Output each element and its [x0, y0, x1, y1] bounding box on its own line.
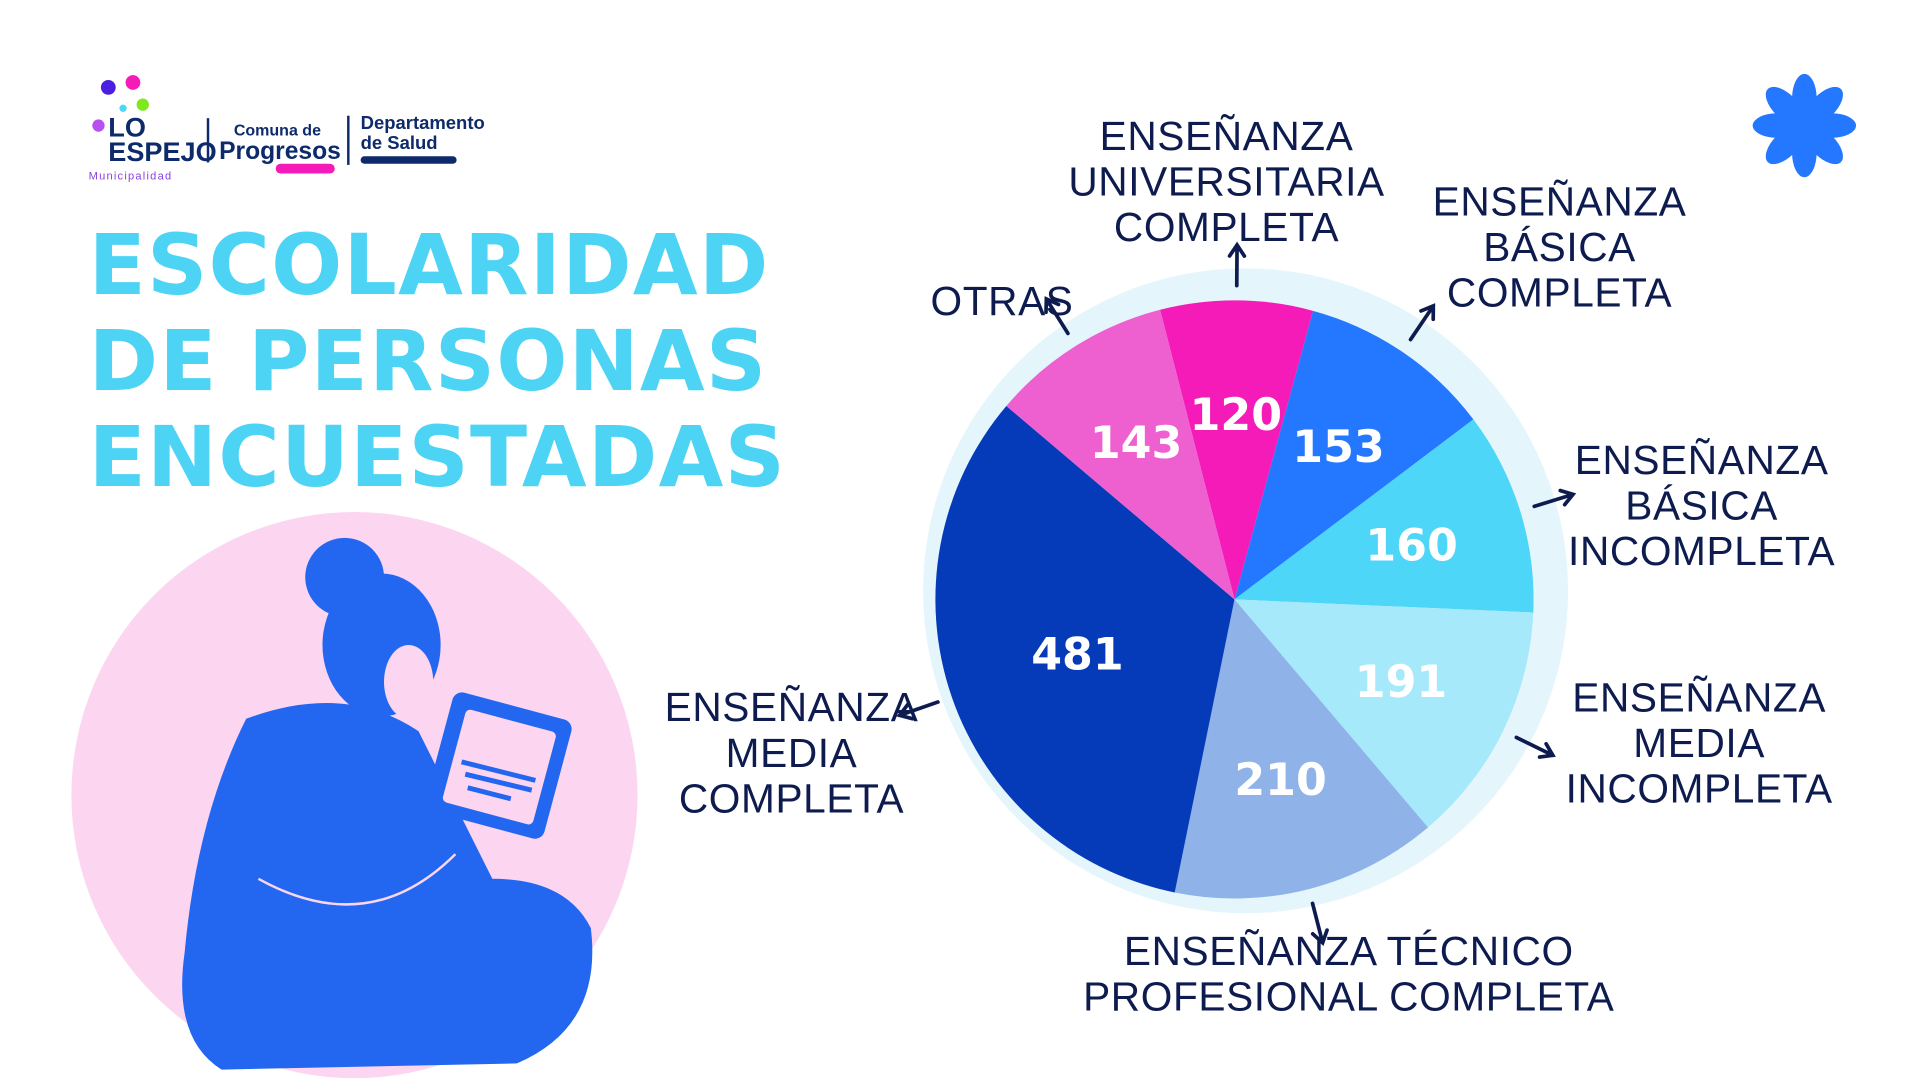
- slice-value-label: 160: [1365, 520, 1457, 571]
- logo-lo-espejo: LO ESPEJO Municipalidad: [81, 71, 217, 184]
- category-label: ENSEÑANZA UNIVERSITARIA COMPLETA: [1068, 113, 1385, 250]
- title-line: DE PERSONAS: [88, 313, 768, 412]
- arrow-icon: [1408, 303, 1436, 342]
- arrow-icon: [1044, 296, 1070, 336]
- municipality-sub: Municipalidad: [88, 169, 173, 183]
- pie-slice: [1174, 599, 1429, 899]
- category-label: ENSEÑANZA BÁSICA COMPLETA: [1432, 178, 1687, 316]
- slice-value-label: 153: [1292, 422, 1384, 473]
- pie-slice: [1006, 309, 1235, 600]
- slice-value-label: 191: [1355, 657, 1447, 708]
- category-label: ENSEÑANZA MEDIA INCOMPLETA: [1565, 674, 1833, 812]
- arrow-icon: [896, 700, 940, 721]
- slice-value-label: 143: [1090, 418, 1182, 469]
- title-line: ESCOLARIDAD: [88, 217, 770, 316]
- star-icon: [92, 119, 105, 132]
- arrow-icon: [1532, 488, 1577, 509]
- comuna-line1: Comuna de: [233, 120, 321, 140]
- category-label: OTRAS: [930, 278, 1074, 324]
- arrow-icon: [1310, 901, 1329, 946]
- category-label: ENSEÑANZA BÁSICA INCOMPLETA: [1568, 436, 1836, 574]
- divider: [347, 115, 350, 165]
- stars-icon: [100, 75, 149, 113]
- pie-slice: [1234, 419, 1534, 613]
- slice-value-label: 120: [1190, 390, 1282, 441]
- slice-value-label: 210: [1234, 755, 1326, 806]
- arrow-icon: [1227, 241, 1247, 288]
- dept-line2: de Salud: [360, 132, 438, 154]
- logo-comuna: Comuna de Progresos: [219, 121, 341, 174]
- chart-title: ESCOLARIDAD DE PERSONAS ENCUESTADAS: [88, 217, 787, 508]
- logo-departamento-salud: Departamento de Salud: [360, 113, 485, 164]
- pie-slice: [935, 405, 1235, 893]
- title-line: ENCUESTADAS: [88, 409, 787, 508]
- pie-slice: [1234, 310, 1474, 600]
- pie-slice: [1160, 300, 1314, 600]
- slice-value-label: 481: [1031, 630, 1123, 681]
- comuna-line2: Progresos: [219, 137, 341, 165]
- flower-decoration-icon: [1752, 73, 1857, 178]
- arrow-icon: [1514, 735, 1556, 759]
- category-label: ENSEÑANZA TÉCNICO PROFESIONAL COMPLETA: [1083, 928, 1615, 1020]
- woman-reading-tablet-illustration: [71, 512, 638, 1079]
- divider: [206, 118, 210, 163]
- pie-slice: [1234, 599, 1534, 828]
- category-label: ENSEÑANZA MEDIA COMPLETA: [664, 684, 919, 821]
- dept-line1: Departamento: [360, 113, 485, 135]
